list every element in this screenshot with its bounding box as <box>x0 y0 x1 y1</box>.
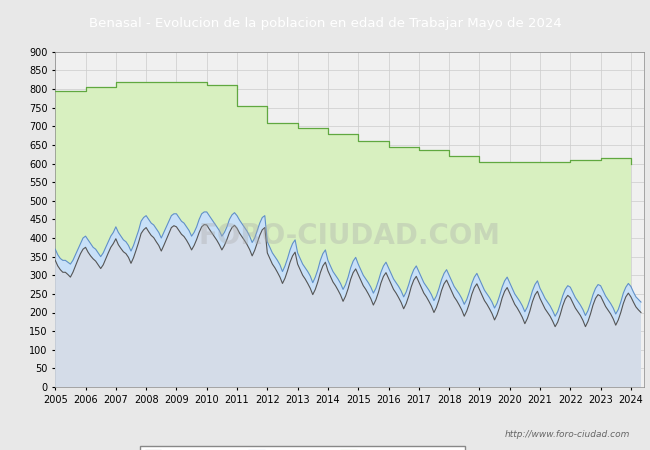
Text: FORO-CIUDAD.COM: FORO-CIUDAD.COM <box>198 222 500 250</box>
Text: http://www.foro-ciudad.com: http://www.foro-ciudad.com <box>505 430 630 439</box>
Text: Benasal - Evolucion de la poblacion en edad de Trabajar Mayo de 2024: Benasal - Evolucion de la poblacion en e… <box>88 17 562 30</box>
Legend: Ocupados, Parados, Hab. entre 16-64: Ocupados, Parados, Hab. entre 16-64 <box>140 446 465 450</box>
